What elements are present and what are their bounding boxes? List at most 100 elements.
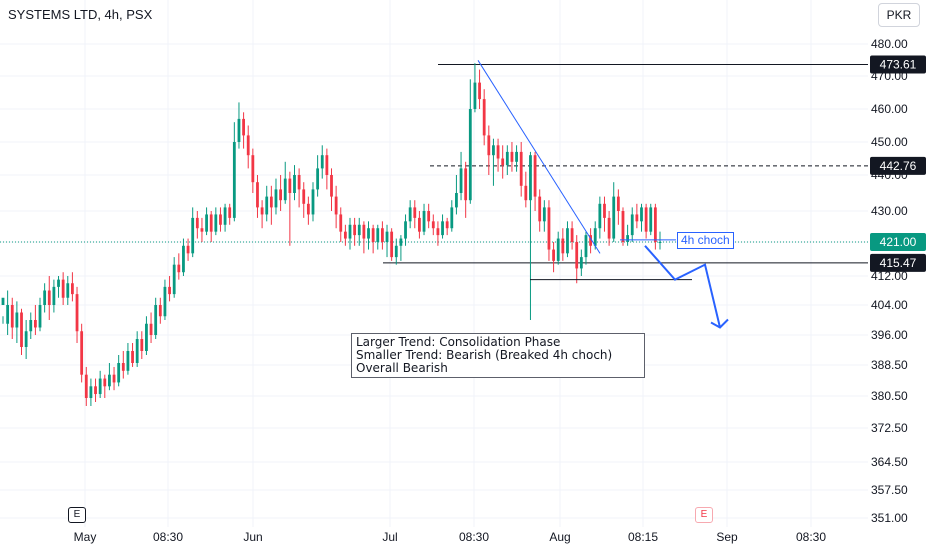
candle-body	[334, 196, 338, 215]
note-line: Overall Bearish	[356, 361, 448, 375]
candle-body	[246, 135, 250, 156]
candle-body	[256, 182, 259, 208]
candle-body	[154, 305, 158, 335]
time-tick-label: 08:30	[796, 530, 826, 544]
candle-body	[214, 214, 218, 232]
candle-body	[473, 82, 477, 109]
candle-body	[149, 323, 153, 335]
earnings-event-marker[interactable]: E	[68, 507, 86, 523]
candle-body	[422, 211, 426, 232]
candle-body	[357, 224, 361, 236]
candle-body	[547, 207, 551, 250]
candle-body	[431, 221, 435, 229]
candle-body	[593, 228, 597, 246]
candle-body	[158, 305, 162, 317]
candle-body	[459, 168, 463, 193]
candle-body	[404, 221, 407, 239]
candle-body	[47, 290, 51, 305]
candle-body	[371, 228, 375, 242]
candle-body	[232, 142, 236, 218]
note-line: Larger Trend: Consolidation Phase	[356, 335, 561, 349]
candle-body	[260, 207, 264, 215]
candle-body	[575, 242, 579, 269]
candle-body	[288, 178, 292, 193]
candle-body	[140, 339, 144, 351]
candle-body	[57, 279, 60, 287]
candle-body	[441, 221, 444, 236]
candle-body	[274, 189, 278, 208]
candle-body	[29, 320, 33, 332]
price-tick-label: 404.00	[871, 298, 908, 312]
candle-body	[570, 228, 574, 242]
choch-label[interactable]: 4h choch	[677, 232, 734, 249]
candle-body	[598, 203, 602, 229]
candle-body	[492, 145, 495, 156]
candle-body	[339, 214, 343, 232]
analysis-note[interactable]: Larger Trend: Consolidation Phase Smalle…	[351, 333, 645, 378]
projection-path	[644, 245, 721, 328]
candle-body	[279, 189, 283, 201]
time-tick-label: Aug	[549, 530, 570, 544]
candle-body	[228, 207, 232, 218]
candle-body	[61, 279, 65, 298]
candle-body	[418, 217, 421, 232]
candle-body	[43, 290, 47, 305]
candle-body	[24, 331, 28, 347]
note-line: Smaller Trend: Bearish (Breaked 4h choch…	[356, 348, 613, 362]
price-level-badge	[870, 55, 926, 74]
candle-body	[478, 82, 481, 100]
current-price-badge	[870, 233, 926, 251]
price-level-badge	[870, 156, 926, 175]
candle-body	[306, 203, 310, 215]
time-axis[interactable]: May 08:30 Jun Jul 08:30 Aug 08:15 Sep 08:30	[74, 530, 827, 544]
earnings-event-marker[interactable]: E	[695, 507, 713, 523]
candle-body	[251, 155, 255, 183]
drawings	[477, 60, 729, 329]
candle-body	[380, 228, 384, 242]
price-axis[interactable]: 480.00470.00460.00450.00440.00430.00412.…	[870, 37, 926, 525]
candle-body	[112, 374, 116, 383]
candle-body	[121, 363, 125, 371]
candle-body	[98, 378, 102, 395]
candle-body	[612, 196, 616, 239]
candle-body	[626, 235, 630, 242]
candle-body	[172, 264, 176, 295]
candle-body	[135, 339, 139, 363]
candle-body	[450, 207, 454, 229]
candle-body	[71, 283, 74, 295]
candle-body	[603, 203, 606, 218]
candle-body	[487, 135, 491, 156]
candle-body	[353, 224, 357, 236]
candle-body	[94, 386, 97, 395]
candle-body	[177, 264, 181, 273]
symbol-title: SYSTEMS LTD, 4h, PSX	[8, 7, 153, 22]
candle-body	[75, 294, 79, 332]
candle-body	[168, 286, 171, 295]
candle-body	[320, 155, 324, 169]
candle-body	[658, 242, 662, 243]
candle-body	[515, 151, 518, 162]
candle-body	[399, 238, 403, 246]
candle-body	[529, 155, 532, 201]
candle-body	[649, 207, 653, 232]
candle-body	[6, 305, 10, 324]
candle-body	[316, 168, 320, 190]
horizontal-levels	[0, 63, 868, 264]
candle-body	[468, 109, 472, 201]
candle-body	[223, 207, 227, 225]
candle-body	[436, 228, 440, 236]
candle-body	[38, 305, 42, 328]
candle-body	[283, 178, 287, 201]
candle-body	[200, 228, 204, 232]
candle-body	[653, 207, 657, 242]
downtrend-line	[477, 60, 601, 254]
candle-body	[394, 245, 398, 258]
price-tick-label: 364.50	[871, 455, 908, 469]
price-level-badge	[870, 253, 926, 272]
currency-button[interactable]: PKR	[878, 3, 920, 27]
candle-body	[607, 217, 611, 239]
candle-body	[219, 214, 222, 225]
candle-body	[542, 207, 546, 222]
candle-body	[269, 196, 273, 208]
